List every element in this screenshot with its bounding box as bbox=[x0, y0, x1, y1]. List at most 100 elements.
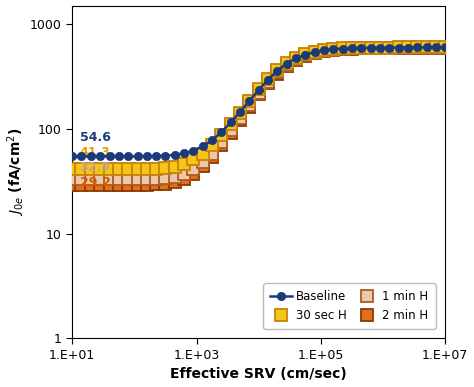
2 min H bbox=[330, 48, 336, 53]
Baseline bbox=[349, 46, 355, 51]
30 sec H bbox=[293, 56, 299, 60]
30 sec H bbox=[396, 45, 401, 50]
1 min H bbox=[284, 63, 290, 67]
30 sec H bbox=[107, 167, 112, 171]
1 min H bbox=[69, 177, 75, 182]
30 sec H bbox=[414, 45, 420, 50]
30 sec H bbox=[274, 68, 280, 72]
30 sec H bbox=[377, 45, 383, 50]
30 sec H bbox=[321, 48, 327, 53]
Line: 30 sec H: 30 sec H bbox=[67, 42, 451, 175]
1 min H bbox=[340, 47, 346, 51]
2 min H bbox=[396, 46, 401, 50]
1 min H bbox=[200, 160, 206, 164]
1 min H bbox=[172, 175, 178, 179]
1 min H bbox=[116, 177, 122, 182]
30 sec H bbox=[302, 52, 308, 57]
2 min H bbox=[126, 183, 131, 187]
2 min H bbox=[116, 183, 122, 187]
2 min H bbox=[377, 46, 383, 50]
Baseline bbox=[293, 56, 299, 61]
2 min H bbox=[228, 130, 234, 135]
30 sec H bbox=[386, 45, 392, 50]
Text: 41.3: 41.3 bbox=[80, 146, 110, 159]
30 sec H bbox=[256, 87, 262, 92]
1 min H bbox=[163, 176, 168, 181]
1 min H bbox=[274, 70, 280, 75]
30 sec H bbox=[116, 167, 122, 171]
1 min H bbox=[349, 46, 355, 51]
Baseline bbox=[200, 144, 206, 149]
Baseline bbox=[153, 154, 159, 158]
30 sec H bbox=[330, 47, 336, 51]
1 min H bbox=[88, 177, 94, 182]
2 min H bbox=[135, 183, 140, 187]
Baseline bbox=[405, 45, 411, 50]
Baseline bbox=[144, 154, 150, 159]
30 sec H bbox=[405, 45, 411, 50]
1 min H bbox=[135, 177, 140, 182]
1 min H bbox=[414, 45, 420, 50]
30 sec H bbox=[172, 164, 178, 169]
30 sec H bbox=[79, 167, 84, 171]
1 min H bbox=[107, 177, 112, 182]
30 sec H bbox=[69, 167, 75, 171]
1 min H bbox=[293, 57, 299, 62]
2 min H bbox=[293, 58, 299, 63]
2 min H bbox=[107, 183, 112, 187]
1 min H bbox=[396, 45, 401, 50]
1 min H bbox=[442, 45, 448, 50]
Y-axis label: $J_{0e}$ (fA/cm$^2$): $J_{0e}$ (fA/cm$^2$) bbox=[6, 128, 27, 216]
Baseline bbox=[246, 99, 252, 103]
30 sec H bbox=[153, 166, 159, 171]
1 min H bbox=[424, 45, 429, 50]
2 min H bbox=[246, 104, 252, 109]
Baseline bbox=[163, 153, 168, 158]
Baseline bbox=[219, 130, 224, 134]
30 sec H bbox=[442, 45, 448, 50]
30 sec H bbox=[340, 46, 346, 51]
Baseline bbox=[228, 120, 234, 125]
Baseline bbox=[79, 154, 84, 159]
Baseline bbox=[265, 77, 271, 82]
Baseline bbox=[97, 154, 103, 159]
1 min H bbox=[144, 177, 150, 182]
Baseline bbox=[377, 45, 383, 50]
Baseline bbox=[414, 45, 420, 50]
Baseline bbox=[321, 48, 327, 53]
30 sec H bbox=[200, 151, 206, 156]
Baseline bbox=[107, 154, 112, 159]
2 min H bbox=[321, 49, 327, 54]
1 min H bbox=[126, 177, 131, 182]
1 min H bbox=[321, 49, 327, 53]
30 sec H bbox=[358, 46, 364, 50]
Text: 29.2: 29.2 bbox=[80, 176, 110, 189]
30 sec H bbox=[219, 133, 224, 137]
30 sec H bbox=[424, 45, 429, 50]
30 sec H bbox=[312, 50, 318, 54]
Baseline bbox=[442, 45, 448, 50]
Baseline bbox=[274, 68, 280, 73]
1 min H bbox=[433, 45, 439, 50]
30 sec H bbox=[237, 110, 243, 115]
30 sec H bbox=[126, 167, 131, 171]
Baseline bbox=[88, 154, 94, 159]
30 sec H bbox=[349, 46, 355, 50]
Baseline bbox=[302, 52, 308, 57]
Baseline bbox=[135, 154, 140, 159]
30 sec H bbox=[433, 45, 439, 50]
30 sec H bbox=[135, 167, 140, 171]
Baseline bbox=[69, 154, 75, 159]
Legend: Baseline, 30 sec H, 1 min H, 2 min H: Baseline, 30 sec H, 1 min H, 2 min H bbox=[263, 283, 436, 329]
Line: 2 min H: 2 min H bbox=[67, 42, 451, 190]
2 min H bbox=[414, 46, 420, 50]
30 sec H bbox=[144, 167, 150, 171]
Baseline bbox=[424, 45, 429, 50]
1 min H bbox=[265, 80, 271, 84]
2 min H bbox=[302, 54, 308, 58]
2 min H bbox=[79, 183, 84, 187]
1 min H bbox=[386, 46, 392, 50]
2 min H bbox=[153, 182, 159, 187]
Line: Baseline: Baseline bbox=[68, 43, 449, 161]
1 min H bbox=[79, 177, 84, 182]
